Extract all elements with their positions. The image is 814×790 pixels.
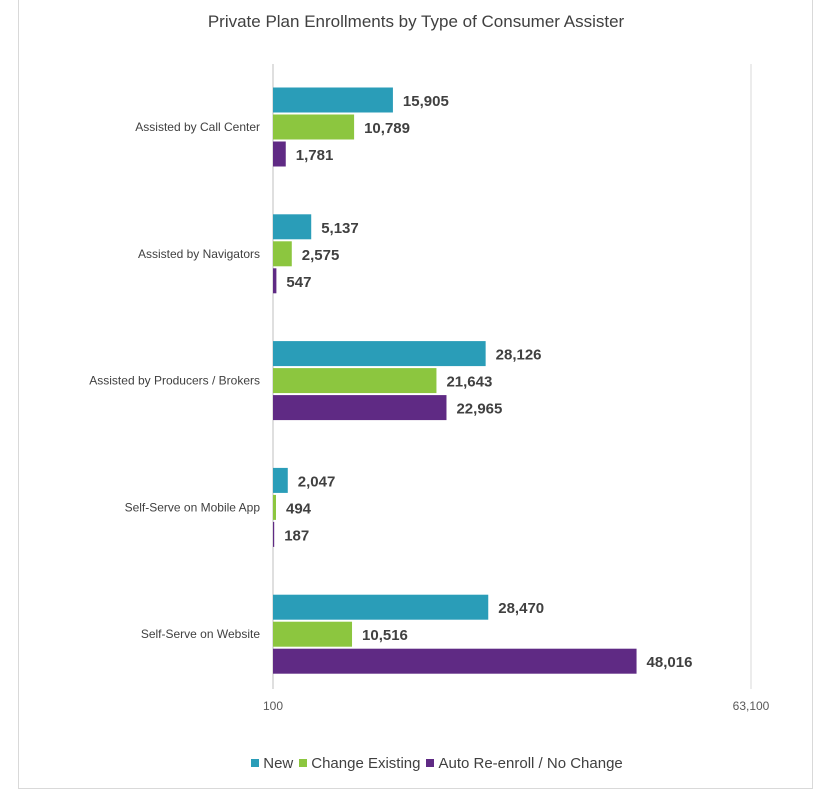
- bar: [273, 621, 353, 647]
- bar: [273, 395, 447, 421]
- data-label: 494: [286, 500, 312, 517]
- data-label: 187: [284, 527, 309, 544]
- bar: [273, 87, 393, 113]
- legend-item: Auto Re-enroll / No Change: [426, 755, 623, 772]
- data-label: 21,643: [446, 374, 492, 391]
- legend-swatch: [251, 759, 260, 767]
- data-label: 48,016: [647, 654, 693, 671]
- data-label: 1,781: [296, 147, 334, 164]
- data-label: 28,470: [498, 600, 544, 617]
- data-label: 5,137: [321, 220, 359, 237]
- bar: [273, 214, 312, 240]
- bar: [273, 241, 292, 267]
- data-label: 10,789: [364, 120, 410, 137]
- bar: [273, 341, 486, 367]
- bar: [273, 368, 437, 394]
- bar: [273, 494, 276, 520]
- bar: [273, 141, 286, 167]
- x-tick-label: 100: [263, 699, 283, 713]
- chart-title: Private Plan Enrollments by Type of Cons…: [208, 12, 625, 31]
- x-tick-label: 63,100: [733, 699, 770, 713]
- chart-legend: New Change Existing Auto Re-enroll / No Ch…: [0, 755, 814, 772]
- bar: [273, 114, 355, 140]
- data-label: 10,516: [362, 627, 408, 644]
- legend-item: Change Existing: [299, 755, 420, 772]
- chart-frame: [18, 0, 813, 789]
- category-label: Assisted by Navigators: [138, 247, 260, 261]
- bar: [273, 648, 637, 674]
- bar: [273, 268, 277, 294]
- data-label: 2,047: [298, 473, 336, 490]
- data-label: 22,965: [456, 401, 502, 418]
- legend-label: New: [263, 755, 294, 772]
- data-label: 2,575: [302, 247, 340, 264]
- category-label: Self-Serve on Mobile App: [125, 500, 261, 514]
- legend-swatch: [426, 759, 435, 767]
- bar: [273, 594, 489, 620]
- category-label: Assisted by Producers / Brokers: [89, 374, 260, 388]
- bar: [273, 467, 288, 493]
- data-label: 28,126: [496, 347, 542, 364]
- legend-label: Change Existing: [311, 755, 421, 772]
- legend-item: New: [251, 755, 293, 772]
- data-label: 15,905: [403, 93, 449, 110]
- category-label: Self-Serve on Website: [141, 627, 260, 641]
- bar: [273, 521, 275, 547]
- data-label: 547: [286, 274, 311, 291]
- category-label: Assisted by Call Center: [135, 120, 260, 134]
- legend-label: Auto Re-enroll / No Change: [438, 755, 623, 772]
- legend-swatch: [299, 759, 308, 767]
